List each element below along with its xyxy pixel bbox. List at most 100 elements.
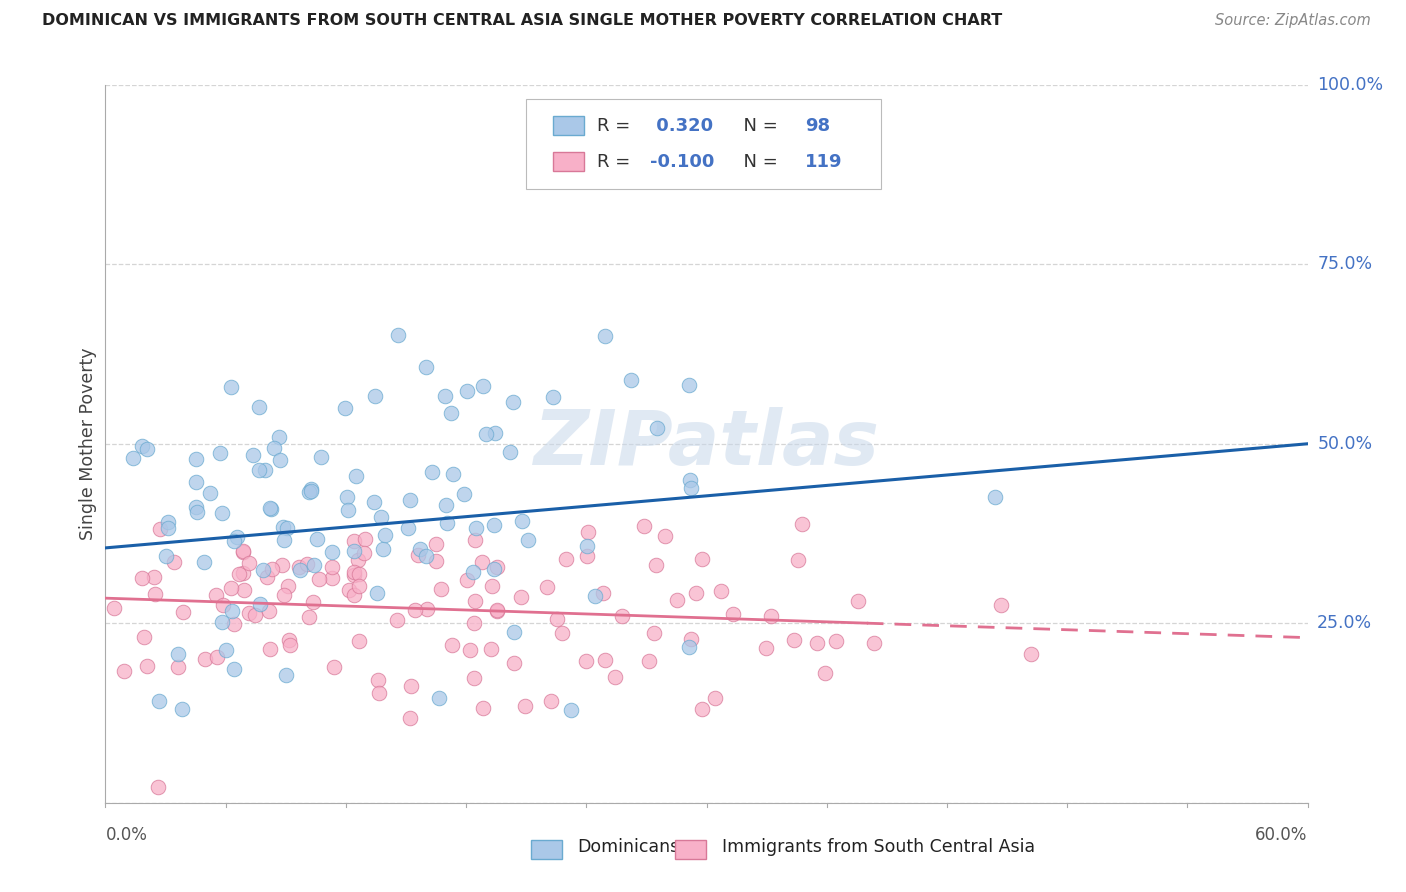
Point xyxy=(186,505,208,519)
Point xyxy=(398,493,420,508)
Point xyxy=(638,654,661,668)
Point xyxy=(184,500,207,514)
Point xyxy=(260,502,283,516)
Point xyxy=(321,559,343,574)
Point xyxy=(232,543,254,558)
Point xyxy=(679,481,702,495)
Point xyxy=(416,601,439,615)
Point xyxy=(134,630,156,644)
Text: Immigrants from South Central Asia: Immigrants from South Central Asia xyxy=(721,838,1035,856)
Point xyxy=(204,588,226,602)
Point xyxy=(211,506,233,520)
Point xyxy=(679,474,702,488)
Point xyxy=(643,626,665,640)
Point xyxy=(209,446,232,460)
Point xyxy=(387,327,409,342)
Point xyxy=(485,602,508,616)
Point xyxy=(408,541,430,556)
Point xyxy=(367,673,389,688)
Point xyxy=(678,378,700,392)
Point xyxy=(349,566,371,581)
Point xyxy=(222,617,245,632)
Point xyxy=(253,463,276,477)
FancyBboxPatch shape xyxy=(553,152,583,171)
Point xyxy=(211,615,233,629)
Point xyxy=(374,528,396,542)
Point xyxy=(593,328,616,343)
Point xyxy=(226,530,249,544)
Point xyxy=(307,532,329,546)
Point xyxy=(343,566,366,580)
Point xyxy=(273,588,295,602)
Point xyxy=(112,665,135,679)
Point xyxy=(256,570,278,584)
Point xyxy=(260,562,283,576)
Point xyxy=(299,483,322,497)
Point xyxy=(425,537,447,551)
Point xyxy=(342,544,364,558)
Point xyxy=(238,557,260,571)
Point xyxy=(783,633,806,648)
Text: 60.0%: 60.0% xyxy=(1256,826,1308,844)
Point xyxy=(103,601,125,615)
Point xyxy=(645,558,668,572)
Point xyxy=(232,582,254,597)
Point xyxy=(479,642,502,657)
Point xyxy=(222,533,245,548)
Text: 0.0%: 0.0% xyxy=(105,826,148,844)
Point xyxy=(415,549,437,563)
Point xyxy=(464,533,486,547)
Point xyxy=(484,425,506,440)
Point xyxy=(560,703,582,717)
Point xyxy=(263,441,285,455)
Text: -0.100: -0.100 xyxy=(650,153,714,170)
Point xyxy=(276,521,298,535)
Point xyxy=(498,444,520,458)
Point xyxy=(172,605,194,619)
Point xyxy=(790,517,813,532)
Point xyxy=(146,780,169,795)
Point xyxy=(245,608,267,623)
Point xyxy=(464,521,486,535)
Text: N =: N = xyxy=(731,153,783,170)
Point xyxy=(323,659,346,673)
Point xyxy=(193,555,215,569)
Point xyxy=(269,452,291,467)
Text: 119: 119 xyxy=(804,153,842,170)
Point xyxy=(1019,648,1042,662)
Point xyxy=(194,651,217,665)
Point xyxy=(576,549,599,563)
Point xyxy=(346,553,368,567)
Point xyxy=(406,548,429,562)
Point xyxy=(273,533,295,547)
Point xyxy=(463,615,485,630)
Point xyxy=(163,555,186,569)
Point xyxy=(503,656,526,670)
Point xyxy=(546,612,568,626)
Point xyxy=(242,448,264,462)
Point xyxy=(166,659,188,673)
Point xyxy=(984,490,1007,504)
Point xyxy=(460,643,482,657)
Point xyxy=(704,691,727,706)
Point xyxy=(143,587,166,601)
Point xyxy=(396,521,419,535)
Point xyxy=(755,641,778,656)
Point xyxy=(269,430,291,444)
Point xyxy=(399,679,422,693)
Point xyxy=(441,638,464,652)
Point xyxy=(221,604,243,618)
Point xyxy=(212,598,235,612)
Point xyxy=(517,533,540,547)
Point xyxy=(427,691,450,706)
Point xyxy=(349,579,371,593)
Point xyxy=(156,516,179,530)
Point xyxy=(309,450,332,464)
Point xyxy=(481,579,503,593)
Point xyxy=(321,544,343,558)
Point xyxy=(510,514,533,528)
Point xyxy=(415,359,437,374)
Point xyxy=(343,567,366,582)
Point xyxy=(665,592,688,607)
Point xyxy=(541,390,564,404)
